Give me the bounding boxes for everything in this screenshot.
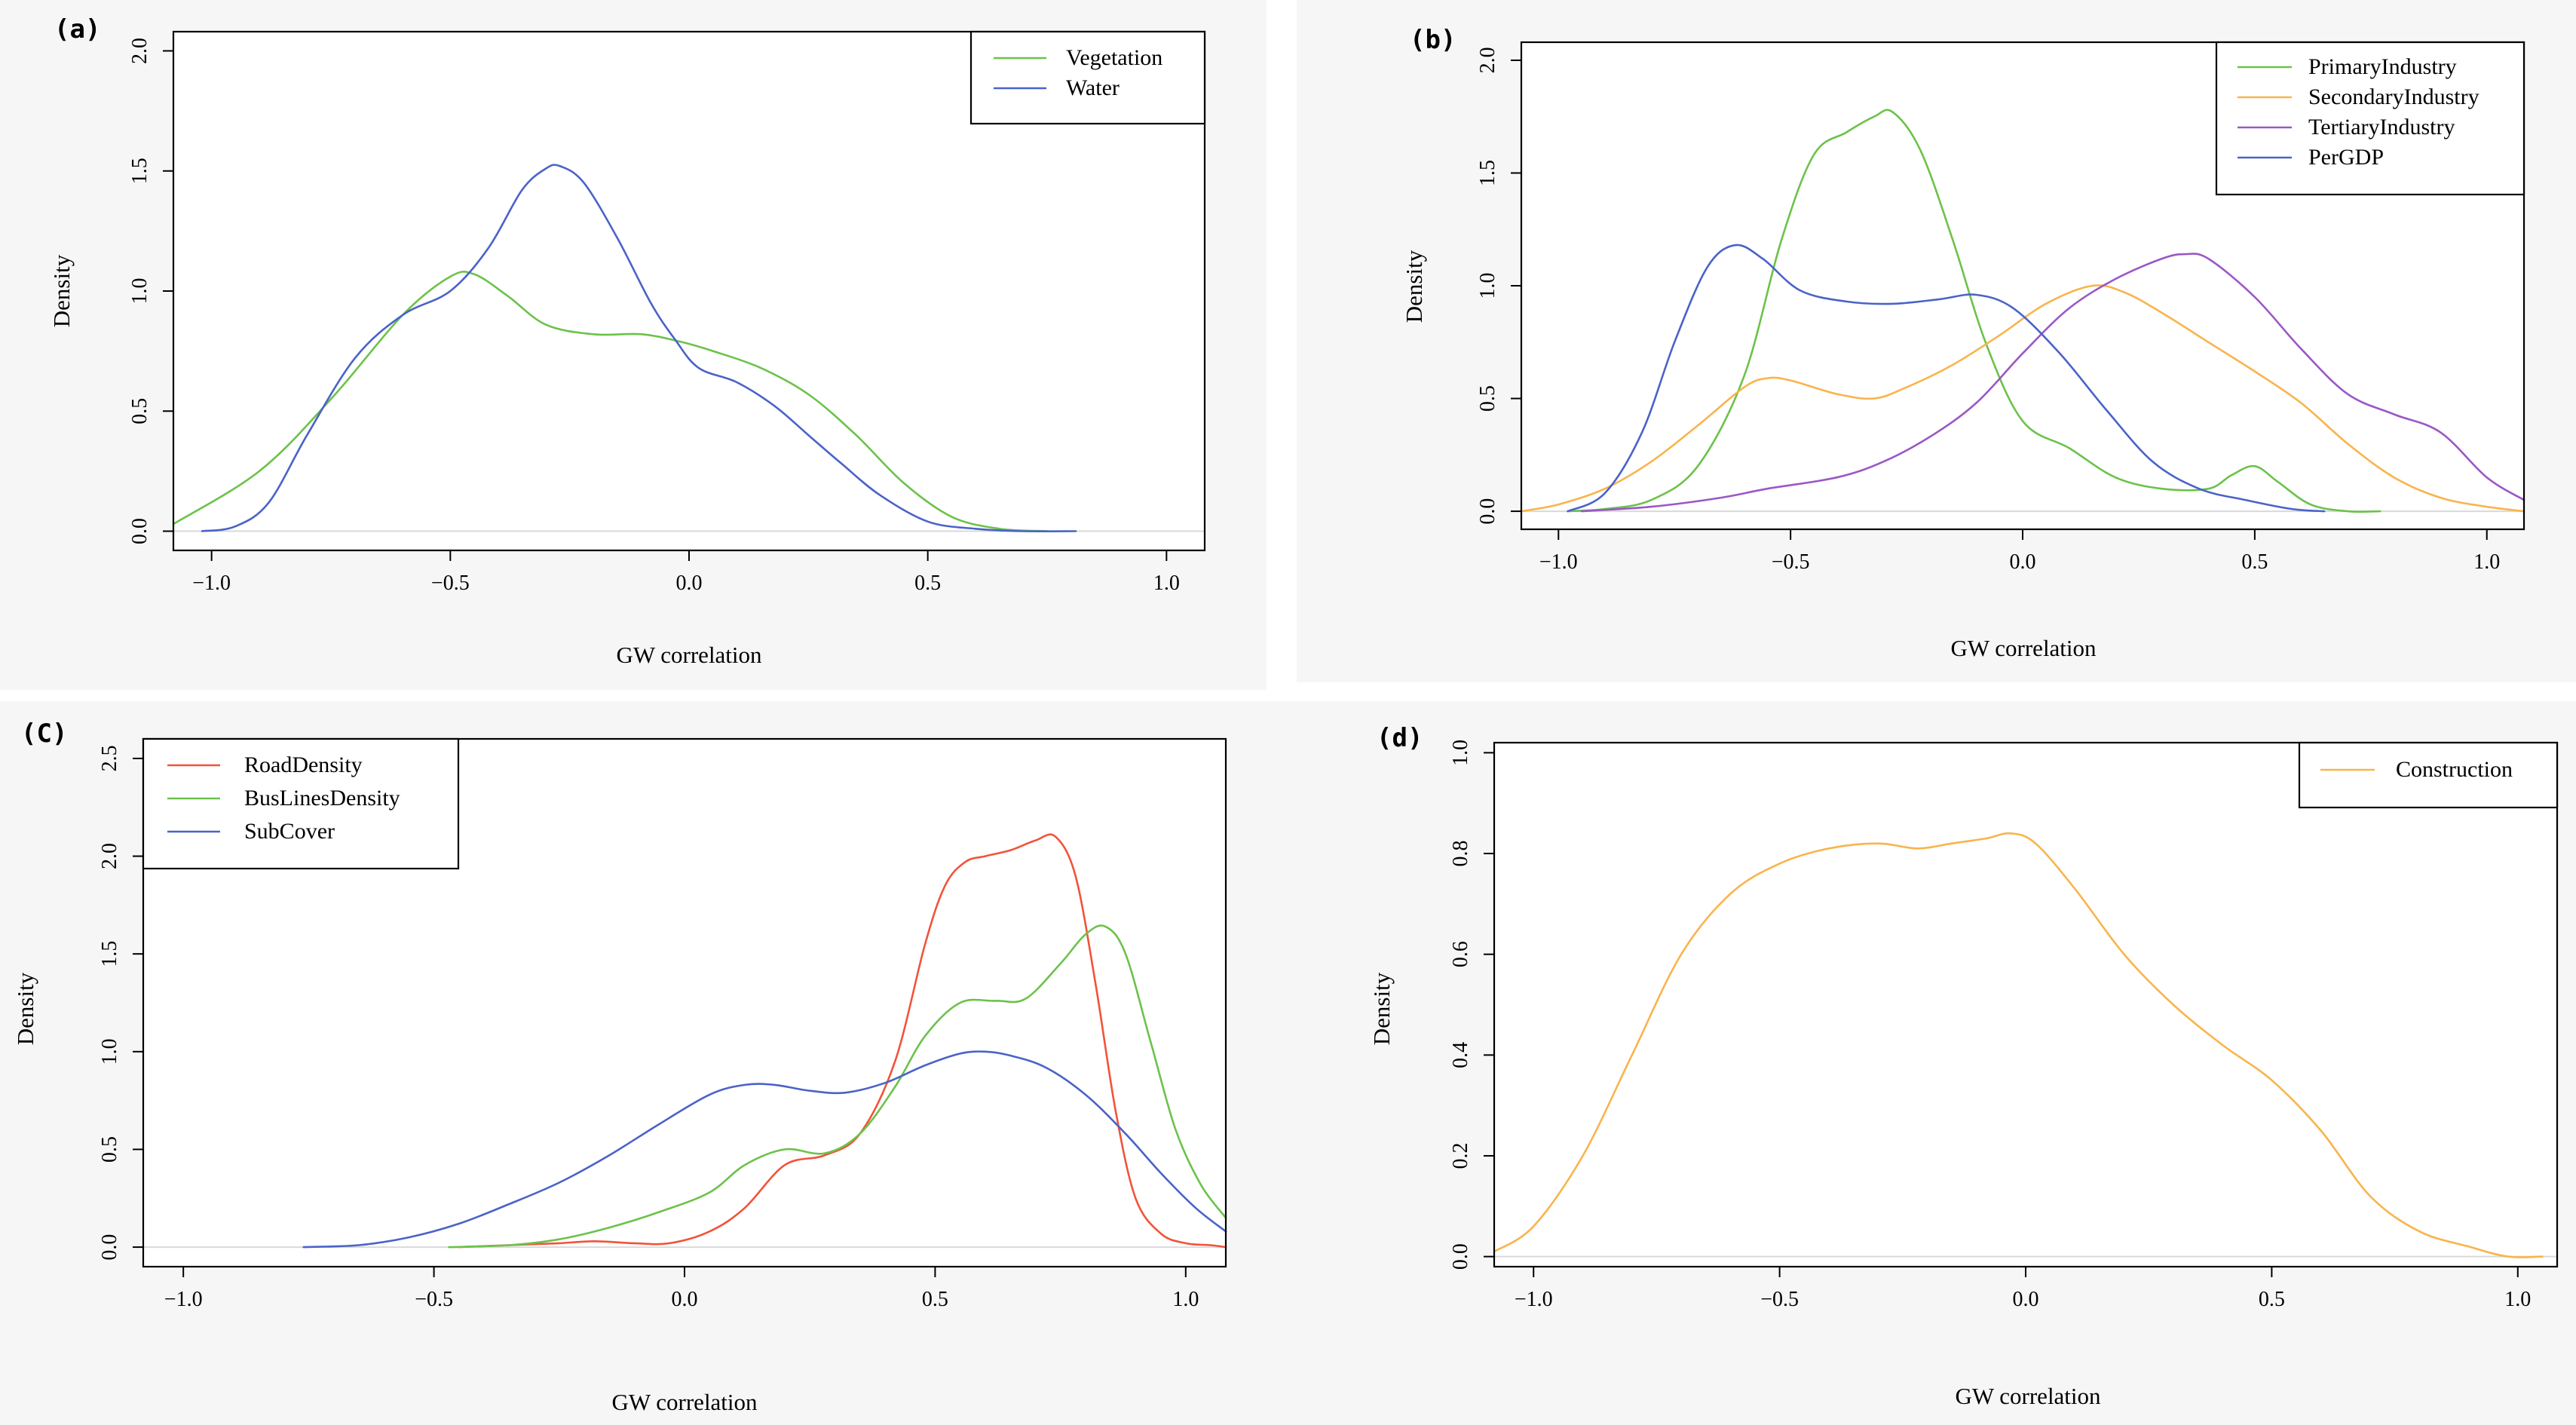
panel-label: (a) xyxy=(54,14,100,44)
x-tick-label: 0.0 xyxy=(2013,1288,2039,1311)
y-axis-label: Density xyxy=(12,972,38,1045)
panel-2: −1.0 −0.5 0.0 0.5 1.0 0.0 0.5 1.0 1.5 2.0 GW corre… xyxy=(1297,0,2576,682)
y-tick-label: 0.0 xyxy=(1476,498,1499,525)
legend: Construction xyxy=(2298,741,2559,809)
x-axis-label: GW correlation xyxy=(616,642,762,668)
legend-box xyxy=(969,30,1206,125)
x-tick-label: 1.0 xyxy=(2473,550,2500,574)
legend-entry: PerGDP xyxy=(2308,145,2384,170)
y-tick-label: 1.5 xyxy=(128,158,152,184)
y-tick-label: 1.5 xyxy=(1476,160,1499,186)
panel-label: (d) xyxy=(1377,723,1423,753)
x-tick-label: 0.5 xyxy=(2241,550,2268,574)
series-line-primaryindustry xyxy=(1567,109,2381,513)
y-tick-label: 2.0 xyxy=(1476,47,1499,73)
y-tick-label: 2.0 xyxy=(128,38,152,64)
x-tick-label: −0.5 xyxy=(415,1288,453,1311)
legend-entry: Vegetation xyxy=(1066,45,1162,70)
legend-entry: Water xyxy=(1066,75,1120,100)
legend-entry: BusLinesDensity xyxy=(244,786,400,811)
legend-entry: SecondaryIndustry xyxy=(2308,84,2480,109)
x-tick-label: −0.5 xyxy=(1772,550,1810,574)
y-tick-label: 0.6 xyxy=(1449,941,1472,967)
series-line-subcover xyxy=(302,1050,1227,1249)
x-tick-label: 0.0 xyxy=(2010,550,2036,574)
x-tick-label: −1.0 xyxy=(1539,550,1578,574)
y-tick-label: 0.4 xyxy=(1449,1042,1472,1068)
x-tick-label: 0.0 xyxy=(672,1288,698,1311)
panel-label: (C) xyxy=(21,719,67,749)
y-tick-label: 0.2 xyxy=(1449,1142,1472,1169)
x-tick-label: 1.0 xyxy=(1153,572,1180,595)
y-tick-label: 0.5 xyxy=(128,398,152,424)
y-tick-label: 0.5 xyxy=(98,1136,121,1163)
legend-entry: PrimaryIndustry xyxy=(2308,54,2457,79)
y-tick-label: 1.0 xyxy=(98,1038,121,1065)
y-tick-label: 2.5 xyxy=(98,745,121,771)
legend: PrimaryIndustry SecondaryIndustry Tertiary… xyxy=(2215,41,2525,196)
x-tick-label: 1.0 xyxy=(1172,1288,1199,1311)
x-tick-label: −1.0 xyxy=(1515,1288,1553,1311)
series-line-roaddensity xyxy=(458,833,1227,1249)
y-tick-label: 0.5 xyxy=(1476,385,1499,412)
y-tick-label: 0.0 xyxy=(128,518,152,544)
plot-area xyxy=(1494,743,2557,1267)
x-tick-label: 0.5 xyxy=(922,1288,948,1311)
x-axis-label: GW correlation xyxy=(611,1389,758,1415)
legend-entry: Construction xyxy=(2396,757,2513,782)
y-axis-label: Density xyxy=(1368,972,1395,1045)
x-tick-label: −1.0 xyxy=(192,572,231,595)
series-line-secondaryindustry xyxy=(1520,284,2525,513)
series-line-buslinesdensity xyxy=(448,924,1227,1249)
panel-label: (b) xyxy=(1410,25,1456,55)
x-tick-label: −1.0 xyxy=(164,1288,203,1311)
y-axis-label: Density xyxy=(48,254,75,327)
y-tick-label: 0.8 xyxy=(1449,841,1472,867)
x-tick-label: −0.5 xyxy=(1760,1288,1799,1311)
panel-4: −1.0 −0.5 0.0 0.5 1.0 0.0 0.2 0.4 0.6 0.8 1.0 GW co… xyxy=(1297,701,2576,1425)
legend: RoadDensity BusLinesDensity SubCover xyxy=(142,737,460,870)
legend-entry: SubCover xyxy=(244,819,335,844)
series-line-construction xyxy=(1493,832,2544,1258)
x-tick-label: 1.0 xyxy=(2504,1288,2531,1311)
y-tick-label: 1.0 xyxy=(128,278,152,305)
series-line-tertiaryindustry xyxy=(1580,253,2525,513)
x-tick-label: 0.5 xyxy=(914,572,941,595)
panel-1: −1.0 −0.5 0.0 0.5 1.0 0.0 0.5 1.0 1.5 2.0 GW corre… xyxy=(0,0,1267,690)
y-tick-label: 0.0 xyxy=(98,1234,121,1261)
legend-box xyxy=(2298,741,2559,809)
y-tick-label: 1.5 xyxy=(98,941,121,967)
legend-entry: TertiaryIndustry xyxy=(2308,115,2455,139)
y-tick-label: 0.0 xyxy=(1449,1243,1472,1270)
y-tick-label: 1.0 xyxy=(1476,273,1499,299)
legend-entry: RoadDensity xyxy=(244,752,363,777)
x-tick-label: 0.0 xyxy=(676,572,703,595)
y-tick-label: 2.0 xyxy=(98,843,121,869)
series-line-water xyxy=(201,164,1077,533)
x-tick-label: 0.5 xyxy=(2259,1288,2285,1311)
y-tick-label: 1.0 xyxy=(1449,740,1472,766)
x-axis-label: GW correlation xyxy=(1955,1383,2101,1409)
y-axis-label: Density xyxy=(1401,250,1427,323)
series-line-vegetation xyxy=(172,271,1049,532)
legend: Vegetation Water xyxy=(969,30,1206,125)
series-line-pergdp xyxy=(1567,244,2326,513)
x-tick-label: −0.5 xyxy=(431,572,470,595)
legend-box xyxy=(142,737,460,870)
x-axis-label: GW correlation xyxy=(1950,635,2097,661)
panel-3: −1.0 −0.5 0.0 0.5 1.0 0.0 0.5 1.0 1.5 2.0 2.5 GW co… xyxy=(0,701,1297,1425)
